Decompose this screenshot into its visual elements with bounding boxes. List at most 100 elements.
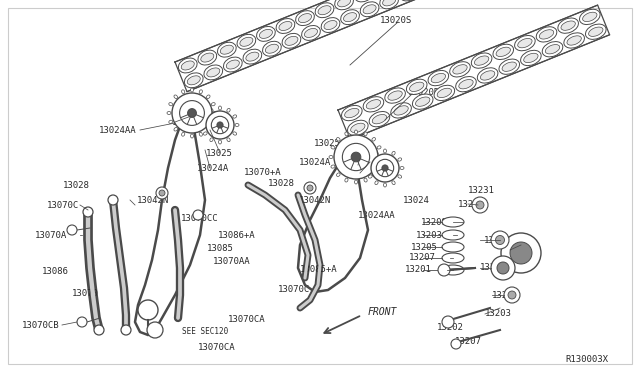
Ellipse shape — [318, 6, 331, 15]
Ellipse shape — [415, 97, 430, 106]
Ellipse shape — [204, 65, 223, 80]
Text: 13210: 13210 — [458, 199, 485, 208]
Ellipse shape — [499, 59, 520, 74]
Ellipse shape — [383, 183, 387, 187]
Ellipse shape — [456, 77, 476, 92]
Text: 13025: 13025 — [206, 148, 233, 157]
Ellipse shape — [218, 140, 221, 144]
Ellipse shape — [324, 20, 337, 29]
Ellipse shape — [545, 45, 560, 54]
Ellipse shape — [331, 146, 335, 149]
Ellipse shape — [442, 265, 464, 275]
Text: 13086+A: 13086+A — [218, 231, 255, 240]
Ellipse shape — [398, 158, 402, 161]
Ellipse shape — [223, 57, 242, 72]
Ellipse shape — [579, 9, 600, 25]
Ellipse shape — [412, 94, 433, 109]
Circle shape — [382, 165, 388, 171]
Ellipse shape — [431, 73, 445, 83]
Ellipse shape — [364, 178, 367, 182]
Ellipse shape — [296, 11, 314, 26]
Text: 13024A: 13024A — [299, 157, 332, 167]
Circle shape — [159, 190, 165, 196]
Ellipse shape — [375, 151, 378, 155]
Text: 13070C: 13070C — [278, 285, 310, 295]
Ellipse shape — [452, 65, 467, 74]
Ellipse shape — [337, 0, 351, 7]
Ellipse shape — [337, 138, 340, 141]
Ellipse shape — [369, 158, 372, 161]
Ellipse shape — [400, 167, 404, 170]
Text: 13020D: 13020D — [408, 87, 440, 96]
Ellipse shape — [392, 181, 395, 185]
Text: 13202: 13202 — [437, 324, 464, 333]
Ellipse shape — [518, 38, 532, 48]
Circle shape — [504, 287, 520, 303]
Ellipse shape — [182, 90, 185, 94]
Text: 13070CB: 13070CB — [22, 321, 60, 330]
Ellipse shape — [235, 124, 239, 126]
Text: 13070C: 13070C — [47, 201, 79, 209]
Ellipse shape — [383, 149, 387, 153]
Ellipse shape — [363, 5, 376, 14]
Ellipse shape — [520, 50, 541, 65]
Ellipse shape — [348, 120, 368, 135]
Ellipse shape — [207, 68, 220, 77]
Text: 13070A: 13070A — [35, 231, 67, 240]
Ellipse shape — [561, 21, 575, 30]
Text: 13205: 13205 — [411, 243, 438, 251]
Circle shape — [501, 233, 541, 273]
Ellipse shape — [434, 85, 454, 100]
Ellipse shape — [181, 61, 195, 70]
Ellipse shape — [344, 13, 356, 22]
Circle shape — [67, 225, 77, 235]
Text: 13207: 13207 — [455, 337, 482, 346]
Ellipse shape — [355, 180, 358, 184]
Ellipse shape — [262, 41, 281, 56]
Text: SEE SEC120: SEE SEC120 — [182, 327, 228, 337]
Text: 13231: 13231 — [510, 246, 537, 254]
Ellipse shape — [442, 253, 464, 263]
Ellipse shape — [345, 132, 348, 136]
Ellipse shape — [218, 106, 221, 110]
Ellipse shape — [524, 53, 538, 62]
Ellipse shape — [502, 62, 516, 71]
Ellipse shape — [340, 10, 360, 25]
Text: 13201: 13201 — [405, 266, 432, 275]
Text: 13086: 13086 — [42, 267, 69, 276]
Ellipse shape — [285, 36, 298, 45]
Ellipse shape — [174, 95, 177, 99]
Ellipse shape — [201, 53, 214, 62]
Ellipse shape — [331, 165, 335, 168]
Text: 13205: 13205 — [480, 263, 507, 273]
Ellipse shape — [243, 49, 262, 64]
Ellipse shape — [398, 175, 402, 178]
Circle shape — [491, 256, 515, 280]
Ellipse shape — [213, 112, 217, 115]
Ellipse shape — [279, 22, 292, 31]
Ellipse shape — [184, 73, 203, 88]
Ellipse shape — [315, 3, 334, 17]
Ellipse shape — [282, 33, 301, 48]
Ellipse shape — [450, 62, 470, 77]
Ellipse shape — [204, 115, 207, 118]
Ellipse shape — [394, 106, 408, 115]
Ellipse shape — [477, 68, 498, 83]
Ellipse shape — [174, 128, 177, 131]
Ellipse shape — [567, 36, 581, 45]
Ellipse shape — [377, 146, 381, 149]
Ellipse shape — [406, 79, 427, 94]
Ellipse shape — [276, 19, 295, 33]
Circle shape — [497, 262, 509, 274]
Circle shape — [476, 201, 484, 209]
Ellipse shape — [377, 165, 381, 168]
Ellipse shape — [211, 103, 215, 106]
Text: 13070+A: 13070+A — [244, 167, 282, 176]
Text: 13024AA: 13024AA — [358, 211, 396, 219]
Circle shape — [472, 197, 488, 213]
Ellipse shape — [442, 230, 464, 240]
Text: 13070CA: 13070CA — [228, 315, 266, 324]
Ellipse shape — [191, 134, 193, 138]
Circle shape — [211, 116, 228, 134]
Circle shape — [108, 195, 118, 205]
